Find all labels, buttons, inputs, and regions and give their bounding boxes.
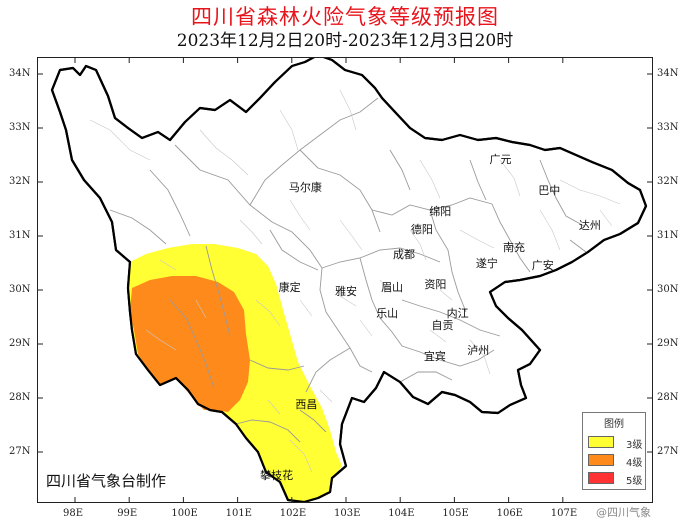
legend-swatch	[588, 454, 614, 466]
credit-text: 四川省气象台制作	[44, 469, 169, 492]
city-label: 宜宾	[423, 350, 446, 364]
lat-label-left: 34N	[9, 68, 31, 79]
city-label: 广元	[489, 152, 512, 166]
lon-label: 105E	[442, 508, 469, 519]
city-label: 南充	[503, 240, 526, 254]
lat-label-left: 28N	[9, 392, 31, 403]
county-boundaries	[89, 89, 621, 473]
sichuan-province-outline	[50, 58, 648, 502]
lat-label-left: 31N	[9, 230, 31, 241]
lon-label: 102E	[279, 508, 307, 519]
legend-swatch	[588, 472, 614, 484]
lon-label: 107E	[550, 508, 578, 519]
lat-label-right: 32N	[657, 176, 679, 187]
legend: 图例 3级 4级 5级	[582, 412, 646, 490]
map-title: 四川省森林火险气象等级预报图	[191, 5, 499, 29]
city-label: 雅安	[335, 285, 357, 299]
city-label: 马尔康	[288, 181, 322, 195]
lon-label: 101E	[225, 508, 252, 519]
city-label: 成都	[392, 247, 415, 261]
prefecture-boundaries	[109, 97, 587, 443]
lon-label: 106E	[496, 508, 523, 519]
legend-item: 4级	[588, 453, 644, 469]
lat-label-right: 27N	[657, 446, 679, 457]
city-label: 巴中	[538, 184, 561, 198]
lat-label-left: 32N	[9, 176, 31, 187]
lat-label-right: 33N	[657, 122, 679, 133]
city-label: 德阳	[410, 222, 433, 236]
lat-label-left: 29N	[9, 338, 31, 349]
legend-title: 图例	[604, 419, 624, 430]
legend-item: 5级	[588, 471, 644, 487]
legend-label: 5级	[626, 476, 643, 487]
fire-danger-zone-level4	[130, 276, 250, 412]
city-label: 广安	[531, 259, 554, 273]
axis-ticks	[38, 58, 652, 502]
lat-label-left: 30N	[9, 284, 31, 295]
legend-label: 3级	[626, 440, 643, 451]
city-label: 遂宁	[475, 257, 498, 270]
lat-label-left: 33N	[9, 122, 31, 133]
lat-label-right: 34N	[657, 68, 679, 79]
lat-label-right: 28N	[657, 392, 679, 403]
city-label: 内江	[446, 306, 469, 320]
legend-swatch	[588, 436, 614, 448]
lat-label-left: 27N	[9, 446, 31, 457]
city-label: 达州	[578, 219, 601, 233]
lat-label-right: 31N	[657, 230, 679, 241]
city-label: 西昌	[295, 397, 318, 411]
lon-label: 104E	[388, 508, 415, 519]
lon-label: 100E	[171, 508, 198, 519]
lat-label-right: 30N	[657, 284, 679, 295]
legend-item: 3级	[588, 435, 644, 451]
city-label: 自贡	[431, 319, 454, 333]
legend-label: 4级	[626, 458, 643, 469]
city-label: 攀枝花	[260, 468, 294, 482]
city-label: 绵阳	[429, 205, 452, 219]
city-label: 眉山	[381, 281, 404, 295]
lon-label: 99E	[117, 508, 138, 519]
city-label: 乐山	[376, 306, 399, 320]
city-label: 康定	[278, 281, 301, 295]
lon-label: 103E	[334, 508, 361, 519]
watermark-text: @四川气象	[596, 506, 651, 519]
city-label: 泸州	[467, 343, 490, 357]
lat-label-right: 29N	[657, 338, 679, 349]
city-label: 资阳	[424, 277, 447, 291]
map-subtitle: 2023年12月2日20时-2023年12月3日20时	[176, 31, 514, 51]
lon-label: 98E	[63, 508, 84, 519]
